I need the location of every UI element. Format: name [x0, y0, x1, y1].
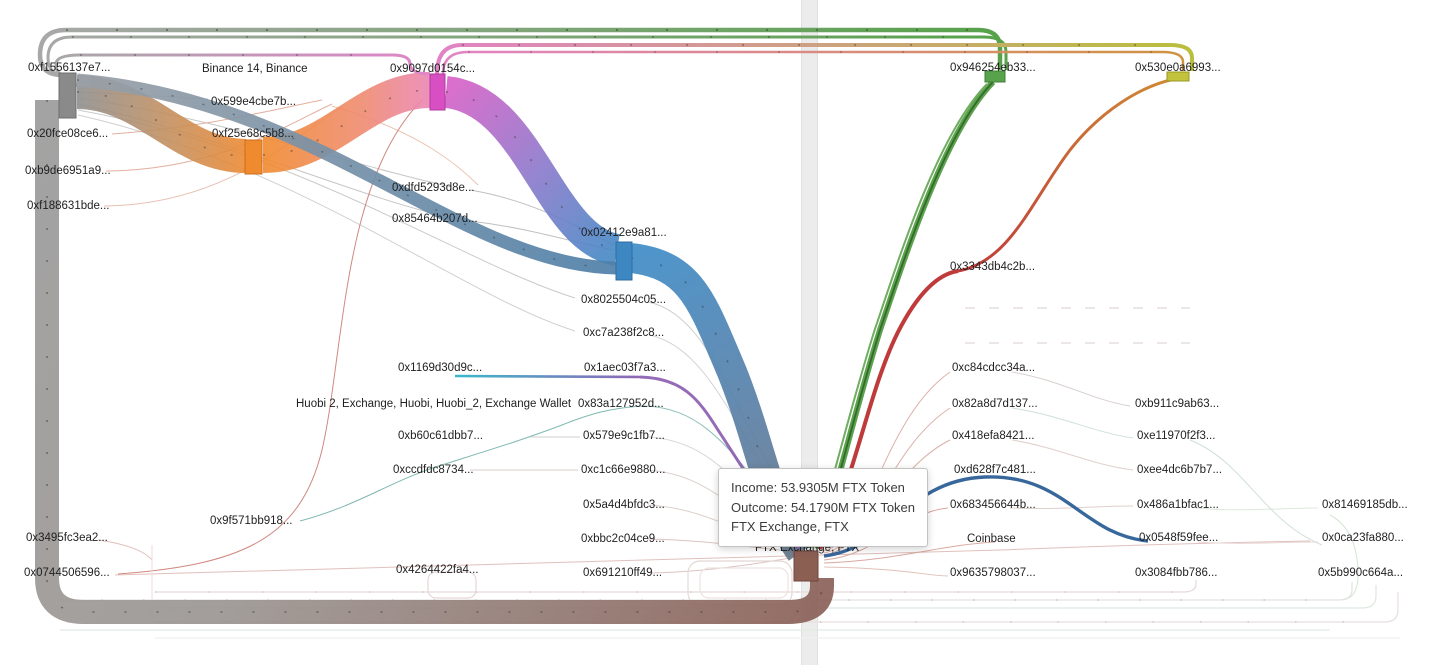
node-bar-530e0a6993: [1166, 71, 1190, 82]
node-bar-9097d0154c: [429, 73, 446, 111]
node-label-3084fbb786[interactable]: 0x3084fbb786...: [1135, 567, 1218, 579]
node-label-20fce08ce6[interactable]: 0x20fce08ce6...: [27, 128, 109, 140]
flow-gray-to-blue-diagonal[interactable]: [76, 73, 617, 275]
node-label-3495fc3ea2[interactable]: 0x3495fc3ea2...: [26, 532, 108, 544]
node-label-9f571bb918[interactable]: 0x9f571bb918...: [210, 515, 293, 527]
node-label-b60c61dbb7[interactable]: 0xb60c61dbb7...: [398, 430, 484, 442]
node-label-bbc2c04ce9[interactable]: 0xbbc2c04ce9...: [581, 533, 665, 545]
node-label-8025504c05[interactable]: 0x8025504c05...: [581, 294, 667, 306]
tooltip: Income: 53.9305M FTX Token Outcome: 54.1…: [718, 468, 929, 547]
node-label-1169d30d9c[interactable]: 0x1169d30d9c...: [398, 362, 483, 374]
node-label-f188631bde[interactable]: 0xf188631bde...: [27, 200, 110, 212]
node-label-e11970f2f3[interactable]: 0xe11970f2f3...: [1137, 430, 1216, 442]
node-label-dfd5293d8e[interactable]: 0xdfd5293d8e...: [392, 182, 475, 194]
node-label-579e9c1fb7[interactable]: 0x579e9c1fb7...: [583, 430, 665, 442]
node-label-c84cdcc34a[interactable]: 0xc84cdcc34a...: [952, 362, 1036, 374]
node-bar-f1556137e7: [58, 72, 77, 119]
node-label-b9de6951a9[interactable]: 0xb9de6951a9...: [25, 165, 111, 177]
flow-magenta-to-blue[interactable]: [443, 76, 622, 266]
node-label-f25e68c5b8[interactable]: 0xf25e68c5b8...: [212, 128, 294, 140]
node-label-coinbase[interactable]: Coinbase: [967, 533, 1016, 545]
node-label-ee4dc6b7b7[interactable]: 0xee4dc6b7b7...: [1137, 464, 1223, 476]
flow-gray-to-orange[interactable]: [76, 75, 247, 173]
node-bars[interactable]: [58, 70, 1190, 582]
node-label-d628f7c481[interactable]: 0xd628f7c481...: [954, 464, 1036, 476]
node-label-02412e9a81[interactable]: 0x02412e9a81...: [581, 227, 667, 239]
node-label-f1556137e7[interactable]: 0xf1556137e7...: [28, 62, 111, 74]
node-label-599e4cbe7b[interactable]: 0x599e4cbe7b...: [211, 96, 297, 108]
node-label-418efa8421[interactable]: 0x418efa8421...: [952, 430, 1035, 442]
node-label-b911c9ab63[interactable]: 0xb911c9ab63...: [1135, 398, 1220, 410]
tooltip-outcome: Outcome: 54.1790M FTX Token: [731, 499, 916, 515]
node-label-83a127952d[interactable]: 0x83a127952d...: [578, 398, 664, 410]
node-label-946254eb33[interactable]: 0x946254eb33...: [950, 62, 1036, 74]
bottom-bus-lines: [60, 560, 1400, 639]
node-label-c7a238f2c8[interactable]: 0xc7a238f2c8...: [583, 327, 665, 339]
node-label-5a4d4bfdc3[interactable]: 0x5a4d4bfdc3...: [583, 499, 665, 511]
node-bar-ftx-exchange: [793, 550, 819, 582]
node-label-82a8d7d137[interactable]: 0x82a8d7d137...: [952, 398, 1038, 410]
node-label-ccdfdc8734[interactable]: 0xccdfdc8734...: [393, 464, 474, 476]
node-label-81469185db[interactable]: 0x81469185db...: [1322, 499, 1408, 511]
node-label-0548f59fee[interactable]: 0x0548f59fee...: [1139, 532, 1219, 544]
node-label-530e0a6993[interactable]: 0x530e0a6993...: [1135, 62, 1221, 74]
node-bar-f25e68c5b8: [244, 139, 263, 175]
node-label-4264422fa4[interactable]: 0x4264422fa4...: [396, 564, 479, 576]
tooltip-entity: FTX Exchange, FTX: [731, 519, 849, 534]
node-label-85464b207d[interactable]: 0x85464b207d...: [392, 213, 478, 225]
node-label-683456644b[interactable]: 0x683456644b...: [950, 499, 1036, 511]
node-label-691210ff49[interactable]: 0x691210ff49...: [583, 567, 663, 579]
top-pipes[interactable]: [37, 27, 1194, 80]
node-bar-946254eb33: [984, 70, 1006, 83]
flow-orange-to-magenta[interactable]: [262, 72, 432, 173]
node-label-binance-14[interactable]: Binance 14, Binance: [202, 63, 308, 75]
node-label-c1c66e9880[interactable]: 0xc1c66e9880...: [581, 464, 666, 476]
node-label-huobi-2[interactable]: Huobi 2, Exchange, Huobi, Huobi_2, Excha…: [296, 398, 572, 410]
node-label-3343db4c2b[interactable]: 0x3343db4c2b...: [950, 261, 1036, 273]
node-bar-02412e9a81: [615, 241, 633, 281]
node-label-5b990c664a[interactable]: 0x5b990c664a...: [1318, 567, 1404, 579]
node-label-0ca23fa880[interactable]: 0x0ca23fa880...: [1322, 532, 1404, 544]
node-label-9635798037[interactable]: 0x9635798037...: [950, 567, 1036, 579]
node-label-1aec03f7a3[interactable]: 0x1aec03f7a3...: [584, 362, 666, 374]
flow-gray-to-ftx-main[interactable]: [35, 100, 834, 624]
tooltip-income: Income: 53.9305M FTX Token: [731, 480, 905, 495]
node-label-0744506596[interactable]: 0x0744506596...: [24, 567, 110, 579]
node-label-486a1bfac1[interactable]: 0x486a1bfac1...: [1137, 499, 1219, 511]
node-label-9097d0154c[interactable]: 0x9097d0154c...: [390, 63, 476, 75]
